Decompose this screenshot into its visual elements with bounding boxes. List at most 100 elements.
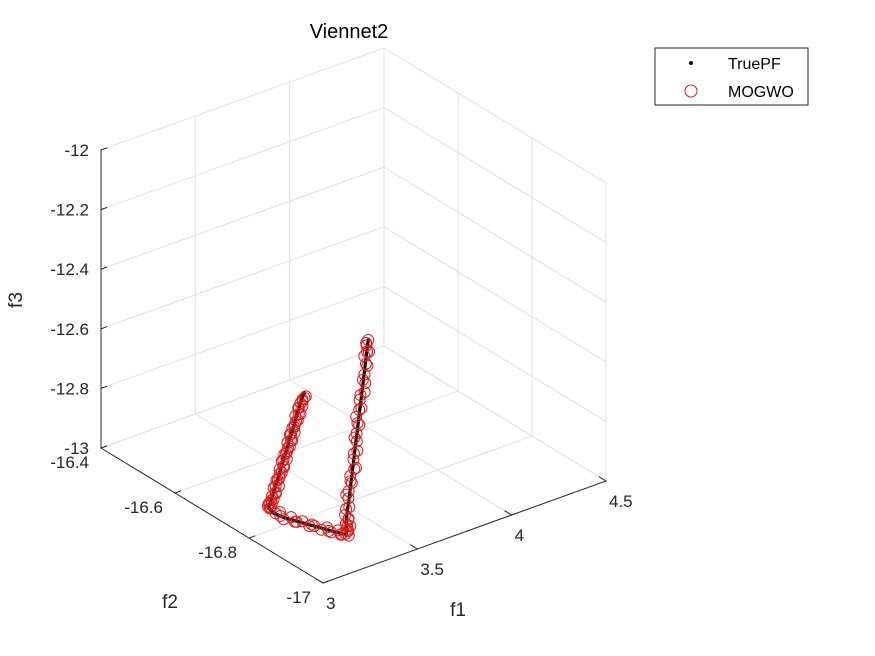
y-tick-label: -16.4 (50, 453, 89, 472)
grid-line-back-wall-z (100, 106, 385, 211)
z-tick-label: -12.8 (50, 379, 89, 398)
grid-line-floor-x (288, 379, 513, 516)
mogwo-point (273, 471, 286, 484)
y-tick-mark (248, 535, 256, 539)
x-tick-label: 3.5 (420, 560, 444, 579)
mogwo-point (351, 444, 364, 457)
mogwo-point (265, 494, 278, 507)
mogwo-point (344, 469, 357, 482)
mogwo-point (362, 334, 375, 347)
z-tick-label: -12.4 (50, 260, 89, 279)
mogwo-point (325, 526, 338, 539)
x-tick-label: 4.5 (609, 492, 633, 511)
mogwo-point (341, 520, 354, 533)
z-tick-mark (100, 445, 108, 449)
y-tick-mark (322, 580, 330, 584)
mogwo-point (292, 408, 305, 421)
mogwo-point (353, 418, 366, 431)
mogwo-point (350, 461, 363, 474)
grid-line-side-wall-z (383, 47, 607, 184)
grid-line-back-wall-z (100, 285, 385, 390)
legend-truepf-marker (689, 61, 693, 65)
x-tick-label: 4 (515, 526, 524, 545)
y-tick-label: -16.6 (124, 498, 163, 517)
mogwo-point (303, 520, 316, 533)
mogwo-point (339, 508, 352, 521)
x-tick-label: 3 (326, 594, 335, 613)
mogwo-point (359, 377, 372, 390)
legend-mogwo-label: MOGWO (728, 84, 794, 101)
z-tick-mark (100, 206, 108, 211)
chart-title: Viennet2 (310, 21, 389, 43)
grid-line-back-wall-z (100, 345, 385, 449)
mogwo-point (353, 403, 366, 416)
legend: TruePF MOGWO (654, 47, 809, 106)
grid-line-floor-y (174, 390, 459, 494)
z-tick-label: -12.2 (50, 201, 89, 220)
mogwo-point (347, 447, 360, 460)
grid-line-side-wall-z (383, 345, 607, 482)
mogwo-point (344, 475, 357, 488)
x-tick-mark (409, 544, 419, 550)
axes-box (100, 147, 607, 584)
z-tick-mark (100, 147, 108, 151)
legend-box (654, 47, 809, 106)
legend-mogwo-marker (684, 84, 698, 98)
mogwo-point (322, 524, 335, 537)
mogwo-point (277, 513, 290, 526)
z-tick-mark (100, 266, 108, 270)
grid-line-back-wall-z (100, 47, 385, 151)
mogwo-point (342, 485, 355, 498)
mogwo-point (290, 515, 303, 528)
mogwo-point (273, 468, 286, 481)
grid-line-side-wall-z (383, 106, 607, 244)
mogwo-point (359, 357, 372, 370)
x-tick-mark (315, 578, 324, 584)
mogwo-point (350, 410, 363, 423)
mogwo-point (277, 460, 290, 473)
y-axis-label: f2 (162, 592, 178, 613)
mogwo-point (348, 462, 361, 475)
z-tick-label: -13 (64, 439, 89, 458)
y-tick-label: -16.8 (198, 543, 237, 562)
x-axis-label: f1 (450, 600, 466, 621)
z-tick-mark (100, 385, 108, 390)
grid-line-back-wall-z (100, 166, 385, 270)
grid-line-floor-x (194, 413, 419, 550)
mogwo-point (271, 473, 284, 486)
mogwo-point (335, 528, 348, 541)
mogwo-point (292, 401, 305, 414)
mogwo-point (269, 486, 282, 499)
data-marks (261, 334, 375, 542)
mogwo-point (350, 427, 363, 440)
z-tick-label: -12.6 (50, 320, 89, 339)
mogwo-point (340, 488, 353, 501)
z-axis-label: f3 (6, 292, 27, 308)
z-tick-mark (100, 326, 108, 330)
mogwo-point (308, 519, 321, 532)
grid-line-side-wall-z (383, 166, 607, 303)
mogwo-point (356, 373, 369, 386)
mogwo-point (362, 345, 375, 358)
grid-line-side-wall-z (383, 285, 607, 423)
mogwo-point (265, 490, 278, 503)
mogwo-point (343, 501, 356, 514)
mogwo-point (272, 479, 285, 492)
z-tick-label: -12 (64, 141, 89, 160)
mogwo-point (288, 421, 301, 434)
mogwo-point (280, 447, 293, 460)
mogwo-point (296, 395, 309, 408)
legend-truepf-label: TruePF (728, 56, 781, 73)
y-axis-line (100, 447, 324, 584)
grid-line-back-wall-z (100, 226, 385, 330)
mogwo-point (351, 417, 364, 430)
grid-line-side-wall-z (383, 226, 607, 363)
x-axis-line (322, 480, 607, 584)
mogwo-point (350, 435, 363, 448)
mogwo-point (305, 518, 318, 531)
mogwo-point (354, 389, 367, 402)
mogwo-point (358, 386, 371, 399)
mogwo-point (360, 337, 373, 350)
x-tick-mark (598, 476, 607, 482)
